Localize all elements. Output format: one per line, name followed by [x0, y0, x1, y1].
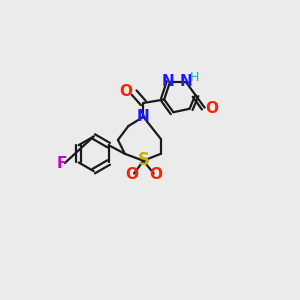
Text: H: H — [190, 71, 199, 84]
Text: S: S — [137, 151, 149, 169]
Text: O: O — [149, 167, 162, 182]
Text: O: O — [125, 167, 138, 182]
Text: N: N — [162, 74, 175, 89]
Text: N: N — [180, 74, 193, 89]
Text: O: O — [206, 100, 218, 116]
Text: N: N — [137, 109, 150, 124]
Text: O: O — [119, 84, 133, 99]
Text: F: F — [56, 156, 67, 171]
